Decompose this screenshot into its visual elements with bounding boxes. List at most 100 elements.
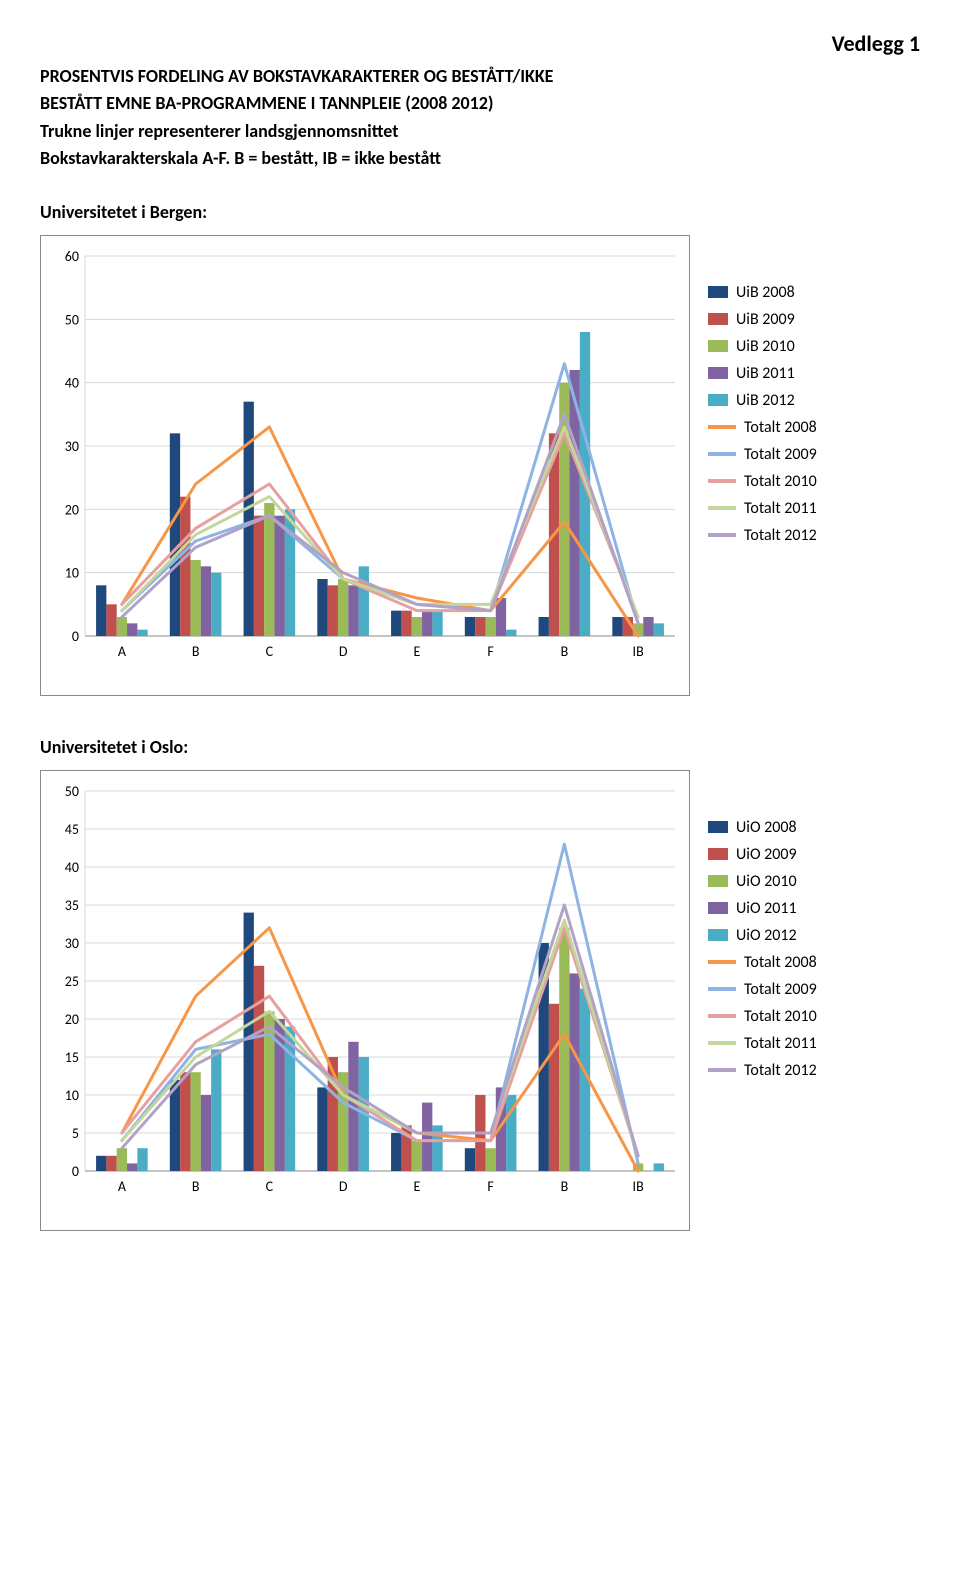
svg-text:E: E (413, 643, 420, 660)
legend-swatch (708, 875, 728, 887)
title-line-1: PROSENTVIS FORDELING AV BOKSTAVKARAKTERE… (40, 65, 920, 88)
legend-swatch (708, 506, 736, 510)
legend-label: UiO 2011 (736, 899, 797, 918)
chart1-svg: 0102030405060ABCDEFBIB (45, 246, 685, 666)
legend-swatch (708, 848, 728, 860)
legend-swatch (708, 286, 728, 298)
legend-item: Totalt 2010 (708, 472, 817, 491)
legend-item: Totalt 2009 (708, 445, 817, 464)
legend-label: Totalt 2010 (744, 1007, 817, 1026)
svg-text:B: B (192, 643, 200, 660)
legend-swatch (708, 367, 728, 379)
legend-item: UiO 2012 (708, 926, 817, 945)
legend-swatch (708, 987, 736, 991)
svg-text:40: 40 (65, 374, 79, 391)
legend-swatch (708, 533, 736, 537)
svg-text:20: 20 (65, 1011, 79, 1028)
chart2-svg: 05101520253035404550ABCDEFBIB (45, 781, 685, 1201)
legend-item: Totalt 2012 (708, 526, 817, 545)
legend-label: Totalt 2011 (744, 499, 817, 518)
legend-item: UiB 2012 (708, 391, 817, 410)
legend-label: Totalt 2009 (744, 445, 817, 464)
svg-text:0: 0 (72, 1163, 79, 1180)
legend-label: UiB 2008 (736, 283, 795, 302)
legend-label: UiO 2009 (736, 845, 797, 864)
chart2-box: 05101520253035404550ABCDEFBIB (40, 770, 690, 1231)
svg-text:A: A (118, 1178, 127, 1195)
title-line-2: BESTÅTT EMNE BA-PROGRAMMENE I TANNPLEIE … (40, 92, 920, 115)
legend-swatch (708, 960, 736, 964)
svg-text:B: B (192, 1178, 200, 1195)
legend-swatch (708, 340, 728, 352)
svg-text:10: 10 (65, 564, 79, 581)
svg-text:D: D (339, 643, 348, 660)
svg-text:B: B (561, 1178, 569, 1195)
svg-text:20: 20 (65, 501, 79, 518)
legend-item: UiO 2010 (708, 872, 817, 891)
legend-label: Totalt 2010 (744, 472, 817, 491)
legend-label: Totalt 2011 (744, 1034, 817, 1053)
legend-swatch (708, 479, 736, 483)
svg-text:40: 40 (65, 859, 79, 876)
legend-item: Totalt 2012 (708, 1061, 817, 1080)
title-block: PROSENTVIS FORDELING AV BOKSTAVKARAKTERE… (40, 65, 920, 171)
legend-label: UiB 2011 (736, 364, 795, 383)
svg-text:0: 0 (72, 628, 79, 645)
legend-label: UiO 2008 (736, 818, 797, 837)
legend-label: UiO 2010 (736, 872, 797, 891)
chart2-legend: UiO 2008 UiO 2009 UiO 2010 UiO 2011 UiO 2012… (690, 770, 817, 1088)
legend-item: UiO 2011 (708, 899, 817, 918)
legend-label: UiB 2010 (736, 337, 795, 356)
legend-swatch (708, 902, 728, 914)
legend-swatch (708, 452, 736, 456)
chart1-box: 0102030405060ABCDEFBIB (40, 235, 690, 696)
svg-text:50: 50 (65, 311, 79, 328)
chart1-legend: UiB 2008 UiB 2009 UiB 2010 UiB 2011 UiB 2012… (690, 235, 817, 553)
svg-text:D: D (339, 1178, 348, 1195)
legend-item: UiB 2009 (708, 310, 817, 329)
legend-label: UiO 2012 (736, 926, 797, 945)
legend-item: Totalt 2008 (708, 418, 817, 437)
svg-text:25: 25 (65, 973, 79, 990)
svg-text:35: 35 (65, 897, 79, 914)
legend-item: Totalt 2008 (708, 953, 817, 972)
svg-text:60: 60 (65, 248, 79, 265)
chart2-wrap: 05101520253035404550ABCDEFBIB UiO 2008Ui… (40, 770, 920, 1231)
legend-item: Totalt 2009 (708, 980, 817, 999)
attachment-label: Vedlegg 1 (40, 30, 920, 57)
svg-text:10: 10 (65, 1087, 79, 1104)
legend-label: Totalt 2008 (744, 418, 817, 437)
legend-label: Totalt 2012 (744, 526, 817, 545)
legend-item: UiO 2008 (708, 818, 817, 837)
legend-label: Totalt 2012 (744, 1061, 817, 1080)
svg-text:45: 45 (65, 821, 79, 838)
svg-text:E: E (413, 1178, 420, 1195)
legend-swatch (708, 1068, 736, 1072)
svg-text:30: 30 (65, 935, 79, 952)
svg-text:50: 50 (65, 783, 79, 800)
legend-label: UiB 2009 (736, 310, 795, 329)
legend-swatch (708, 929, 728, 941)
svg-text:B: B (561, 643, 569, 660)
legend-item: Totalt 2011 (708, 499, 817, 518)
legend-item: UiB 2008 (708, 283, 817, 302)
legend-item: UiO 2009 (708, 845, 817, 864)
svg-text:F: F (487, 1178, 494, 1195)
legend-item: UiB 2010 (708, 337, 817, 356)
subtitle: Trukne linjer representerer landsgjennom… (40, 120, 920, 143)
svg-text:30: 30 (65, 438, 79, 455)
chart1-wrap: 0102030405060ABCDEFBIB UiB 2008UiB 2009U… (40, 235, 920, 696)
chart2-heading: Universitetet i Oslo: (40, 736, 920, 758)
svg-text:15: 15 (65, 1049, 79, 1066)
svg-text:IB: IB (633, 1178, 645, 1195)
scale-note: Bokstavkarakterskala A-F. B = bestått, I… (40, 147, 920, 170)
legend-swatch (708, 1041, 736, 1045)
legend-label: Totalt 2008 (744, 953, 817, 972)
svg-text:F: F (487, 643, 494, 660)
svg-text:5: 5 (72, 1125, 79, 1142)
legend-swatch (708, 425, 736, 429)
legend-swatch (708, 821, 728, 833)
legend-item: Totalt 2010 (708, 1007, 817, 1026)
legend-swatch (708, 394, 728, 406)
legend-swatch (708, 313, 728, 325)
